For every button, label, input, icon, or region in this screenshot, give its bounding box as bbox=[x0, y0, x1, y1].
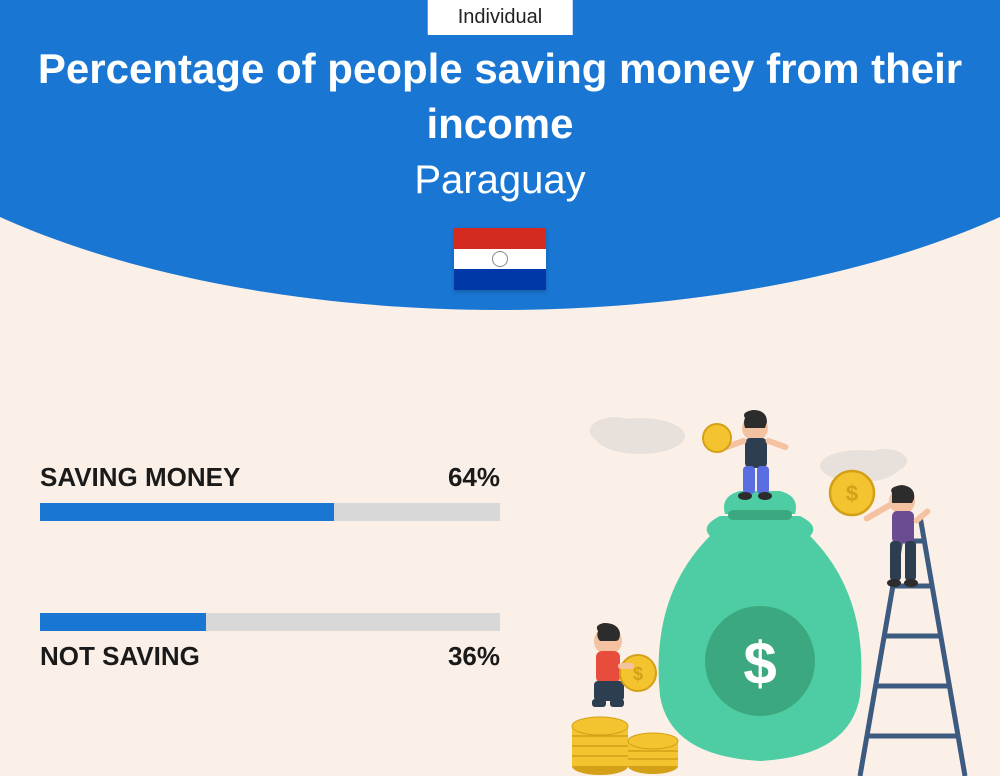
bar-track bbox=[40, 503, 500, 521]
bar-value: 64% bbox=[448, 462, 500, 493]
bar-value: 36% bbox=[448, 641, 500, 672]
bar-fill bbox=[40, 503, 334, 521]
flag-emblem bbox=[492, 251, 508, 267]
bar-fill bbox=[40, 613, 206, 631]
svg-text:$: $ bbox=[846, 481, 858, 506]
bars-container: SAVING MONEY 64% NOT SAVING 36% bbox=[40, 462, 500, 764]
country-name: Paraguay bbox=[0, 158, 1000, 203]
page-title: Percentage of people saving money from t… bbox=[0, 42, 1000, 151]
savings-illustration: $ $ bbox=[550, 396, 980, 776]
country-flag bbox=[454, 228, 546, 290]
bar-label: SAVING MONEY bbox=[40, 462, 240, 493]
category-tag: Individual bbox=[428, 0, 573, 35]
bar-track bbox=[40, 613, 500, 631]
flag-stripe-top bbox=[454, 228, 546, 249]
bar-saving: SAVING MONEY 64% bbox=[40, 462, 500, 521]
svg-text:$: $ bbox=[743, 630, 776, 697]
flag-stripe-bot bbox=[454, 269, 546, 290]
bar-label: NOT SAVING bbox=[40, 641, 200, 672]
svg-text:$: $ bbox=[633, 664, 643, 684]
bar-notsaving: NOT SAVING 36% bbox=[40, 613, 500, 672]
